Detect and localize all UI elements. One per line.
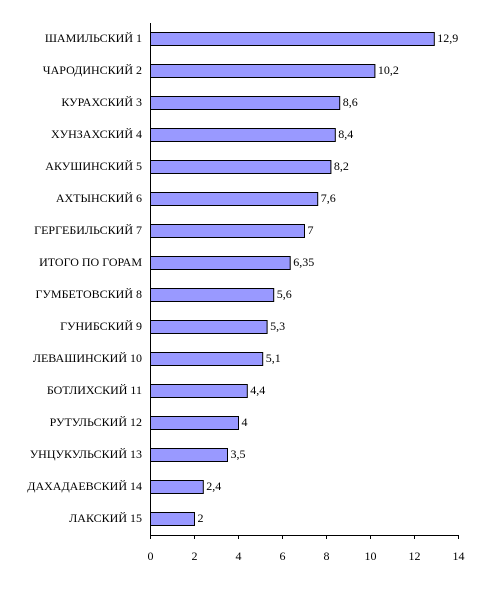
value-label: 6,35 (293, 255, 314, 269)
x-tick-label: 12 (409, 549, 421, 563)
bar (150, 288, 275, 302)
value-label: 8,4 (338, 127, 353, 141)
bar (150, 96, 341, 110)
value-label: 5,6 (277, 287, 292, 301)
value-label: 7 (308, 223, 314, 237)
value-label: 4 (242, 415, 248, 429)
x-tick-label: 6 (280, 549, 286, 563)
x-tick-label: 2 (192, 549, 198, 563)
y-tick-label: ЛАКСКИЙ 15 (69, 511, 142, 525)
x-tick-label: 8 (324, 549, 330, 563)
value-label: 2 (198, 511, 204, 525)
y-tick-label: ХУНЗАХСКИЙ 4 (51, 127, 142, 141)
y-tick-label: ЛЕВАШИНСКИЙ 10 (33, 351, 142, 365)
bar (150, 64, 376, 78)
value-label: 4,4 (250, 383, 265, 397)
y-tick-label: АХТЫНСКИЙ 6 (56, 191, 142, 205)
y-tick-label: ГУНИБСКИЙ 9 (60, 319, 142, 333)
bar (150, 384, 248, 398)
bar (150, 416, 239, 430)
x-tick-label: 4 (236, 549, 242, 563)
value-label: 7,6 (321, 191, 336, 205)
value-label: 8,6 (343, 95, 358, 109)
bar (150, 224, 305, 238)
value-label: 10,2 (378, 63, 399, 77)
x-tick-label: 10 (365, 549, 377, 563)
bar (150, 192, 319, 206)
y-tick-label: ИТОГО ПО ГОРАМ (39, 255, 142, 269)
bar (150, 320, 268, 334)
value-label: 5,3 (270, 319, 285, 333)
bar (150, 352, 264, 366)
bar (150, 256, 291, 270)
y-tick-label: РУТУЛЬСКИЙ 12 (50, 415, 142, 429)
bar (150, 512, 195, 526)
value-label: 12,9 (437, 31, 458, 45)
y-tick-label: АКУШИНСКИЙ 5 (45, 159, 142, 173)
y-tick-label: КУРАХСКИЙ 3 (61, 95, 142, 109)
value-label: 2,4 (206, 479, 221, 493)
bar (150, 480, 204, 494)
y-tick-label: УНЦУКУЛЬСКИЙ 13 (30, 447, 142, 461)
y-tick-label: ДАХАДАЕВСКИЙ 14 (27, 479, 142, 493)
bar (150, 32, 435, 46)
x-tick-label: 0 (148, 549, 154, 563)
y-tick-label: ШАМИЛЬСКИЙ 1 (45, 31, 142, 45)
bar (150, 160, 332, 174)
bar (150, 128, 336, 142)
value-label: 3,5 (231, 447, 246, 461)
y-tick-label: БОТЛИХСКИЙ 11 (47, 383, 142, 397)
value-label: 5,1 (266, 351, 281, 365)
value-label: 8,2 (334, 159, 349, 173)
y-tick-label: ЧАРОДИНСКИЙ 2 (43, 63, 142, 77)
x-tick-label: 14 (453, 549, 465, 563)
y-tick-label: ГЕРГЕБИЛЬСКИЙ 7 (34, 223, 142, 237)
y-tick-label: ГУМБЕТОВСКИЙ 8 (35, 287, 142, 301)
bar (150, 448, 228, 462)
